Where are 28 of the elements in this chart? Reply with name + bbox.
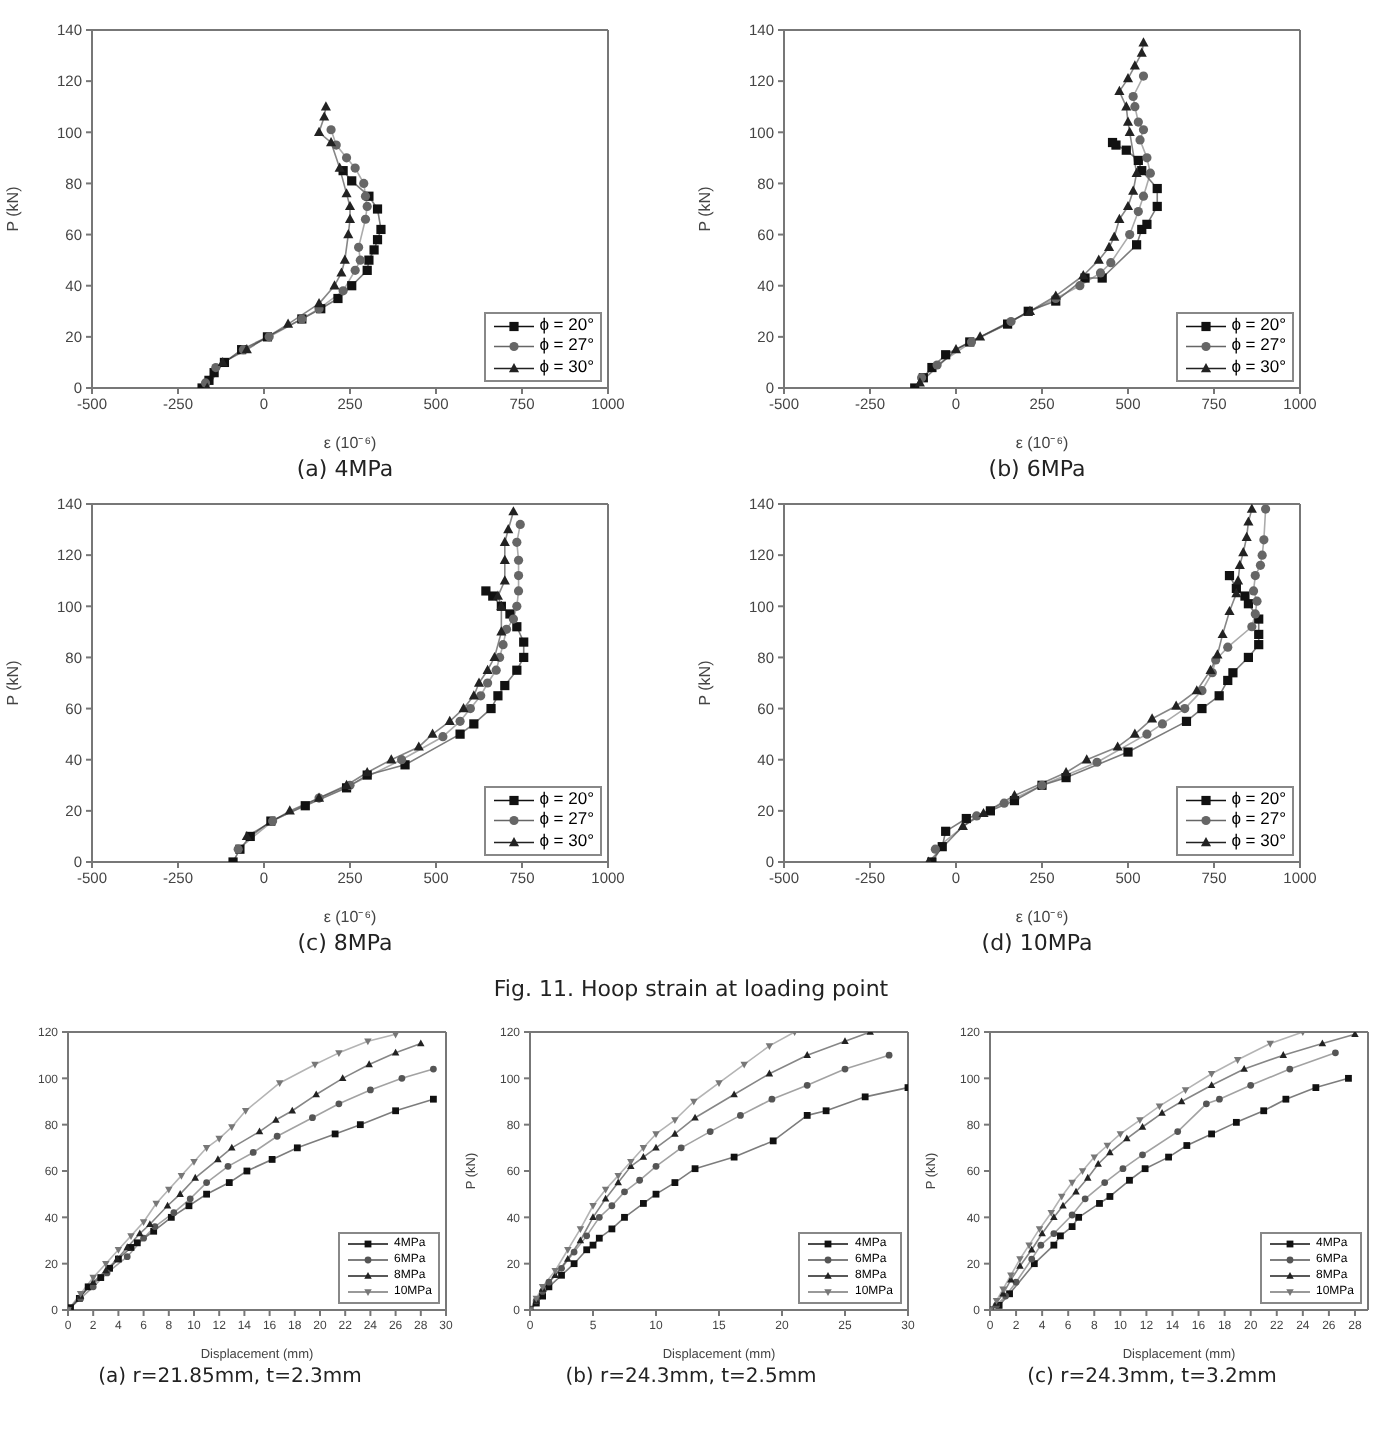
y-axis-title: P (kN) [3, 185, 22, 232]
text: (d) 10MPa [979, 930, 1095, 956]
legend-label: ϕ = 30° [1231, 829, 1286, 852]
legend-label: ϕ = 27° [1231, 334, 1286, 357]
x-axis-title: ε (10⁻⁶) [323, 434, 377, 452]
text: (c) r=24.3mm, t=3.2mm [1025, 1366, 1279, 1388]
x-axis-title: ε (10⁻⁶) [1015, 908, 1069, 926]
legend-label: ϕ = 30° [1231, 355, 1286, 378]
y-axis-title: P (kN) [695, 185, 714, 232]
legend-label: ϕ = 30° [539, 829, 594, 852]
legend-label: ϕ = 20° [539, 313, 594, 336]
legend-label: ϕ = 27° [539, 334, 594, 357]
legend-label: ϕ = 20° [1231, 787, 1286, 810]
legend-label: ϕ = 20° [539, 787, 594, 810]
legend-label: ϕ = 30° [539, 355, 594, 378]
text: (a) 4MPa [294, 456, 396, 482]
x-axis-title: ε (10⁻⁶) [323, 908, 377, 926]
text: (b) r=24.3mm, t=2.5mm [563, 1366, 819, 1388]
text: (a) r=21.85mm, t=2.3mm [96, 1366, 364, 1388]
y-axis-title: P (kN) [695, 659, 714, 706]
legend-label: ϕ = 27° [539, 808, 594, 831]
caption: Fig. 11. Hoop strain at loading point [491, 976, 891, 1002]
legend-label: ϕ = 27° [1231, 808, 1286, 831]
legend-label: ϕ = 20° [1231, 313, 1286, 336]
text: (c) 8MPa [295, 930, 395, 956]
x-axis-title: ε (10⁻⁶) [1015, 434, 1069, 452]
text: (b) 6MPa [986, 456, 1088, 482]
y-axis-title: P (kN) [3, 659, 22, 706]
